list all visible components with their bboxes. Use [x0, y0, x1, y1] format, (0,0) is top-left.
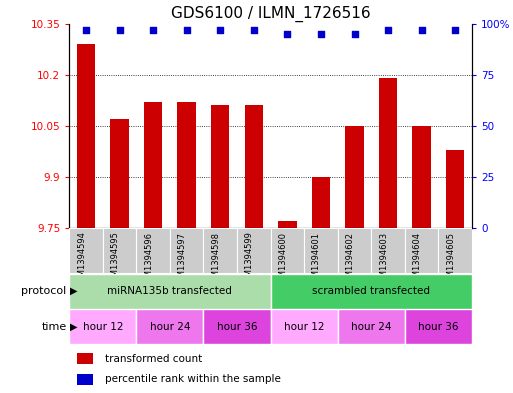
Text: hour 36: hour 36 [217, 321, 258, 332]
Text: GSM1394605: GSM1394605 [446, 231, 455, 288]
Bar [77, 374, 93, 384]
Bar [204, 309, 271, 344]
Text: GSM1394602: GSM1394602 [345, 231, 354, 288]
Bar [271, 309, 338, 344]
Bar [245, 105, 263, 228]
Bar [271, 274, 472, 309]
Text: hour 36: hour 36 [418, 321, 459, 332]
Text: time: time [42, 321, 67, 332]
Bar [110, 119, 129, 228]
Bar [338, 228, 371, 273]
Bar [69, 309, 136, 344]
Bar [412, 126, 431, 228]
Bar [371, 228, 405, 273]
Bar [446, 150, 464, 228]
Point [350, 31, 359, 37]
Title: GDS6100 / ILMN_1726516: GDS6100 / ILMN_1726516 [171, 6, 370, 22]
Bar [379, 78, 397, 228]
Bar [177, 102, 196, 228]
Bar [69, 274, 271, 309]
Text: hour 12: hour 12 [284, 321, 324, 332]
Bar [405, 228, 439, 273]
Text: hour 24: hour 24 [351, 321, 391, 332]
Bar [136, 309, 204, 344]
Bar [237, 228, 271, 273]
Text: GSM1394603: GSM1394603 [379, 231, 388, 288]
Bar [439, 228, 472, 273]
Text: GSM1394594: GSM1394594 [77, 231, 86, 287]
Bar [304, 228, 338, 273]
Point [250, 27, 258, 33]
Bar [338, 309, 405, 344]
Text: ▶: ▶ [70, 286, 78, 296]
Point [115, 27, 124, 33]
Point [384, 27, 392, 33]
Text: miRNA135b transfected: miRNA135b transfected [108, 286, 232, 296]
Bar [170, 228, 204, 273]
Point [183, 27, 191, 33]
Text: GSM1394596: GSM1394596 [144, 231, 153, 288]
Point [149, 27, 157, 33]
Bar [204, 228, 237, 273]
Bar [405, 309, 472, 344]
Text: scrambled transfected: scrambled transfected [312, 286, 430, 296]
Point [216, 27, 224, 33]
Bar [77, 44, 95, 228]
Text: GSM1394599: GSM1394599 [245, 231, 254, 287]
Point [451, 27, 459, 33]
Text: GSM1394604: GSM1394604 [412, 231, 422, 288]
Point [418, 27, 426, 33]
Point [317, 31, 325, 37]
Point [283, 31, 291, 37]
Point [82, 27, 90, 33]
Text: protocol: protocol [22, 286, 67, 296]
Bar [278, 221, 297, 228]
Text: ▶: ▶ [70, 321, 78, 332]
Bar [77, 353, 93, 364]
Bar [69, 228, 103, 273]
Bar [345, 126, 364, 228]
Bar [144, 102, 163, 228]
Bar [136, 228, 170, 273]
Bar [103, 228, 136, 273]
Text: hour 12: hour 12 [83, 321, 123, 332]
Text: transformed count: transformed count [106, 354, 203, 364]
Text: GSM1394598: GSM1394598 [211, 231, 220, 288]
Text: GSM1394601: GSM1394601 [312, 231, 321, 288]
Text: GSM1394597: GSM1394597 [177, 231, 187, 288]
Bar [312, 177, 330, 228]
Text: GSM1394595: GSM1394595 [111, 231, 120, 287]
Bar [211, 105, 229, 228]
Text: GSM1394600: GSM1394600 [279, 231, 287, 288]
Text: hour 24: hour 24 [150, 321, 190, 332]
Text: percentile rank within the sample: percentile rank within the sample [106, 374, 281, 384]
Bar [271, 228, 304, 273]
